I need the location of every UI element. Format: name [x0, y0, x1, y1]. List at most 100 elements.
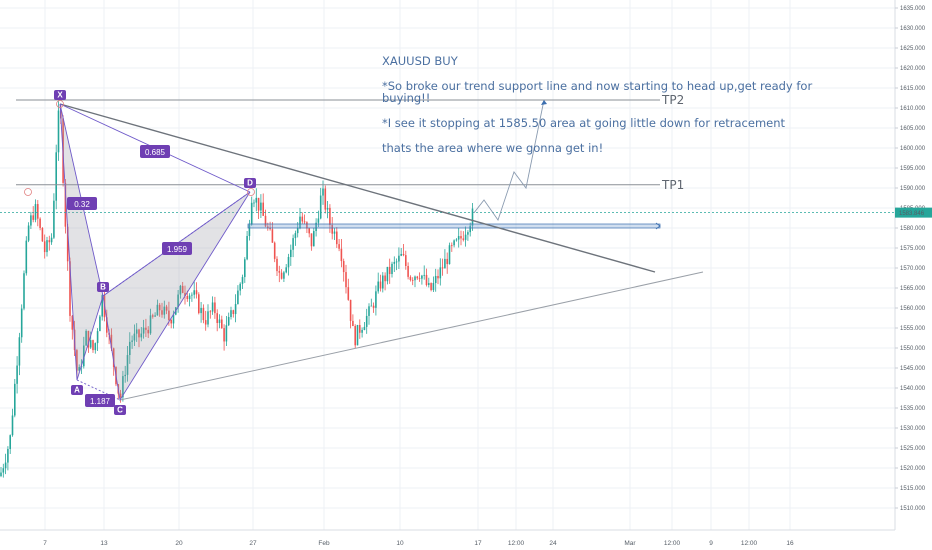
- price-tick-label: 1555.000: [900, 326, 926, 332]
- candle-body: [87, 330, 90, 348]
- candle-body: [425, 274, 428, 285]
- candle-body: [278, 271, 281, 273]
- candle-body: [260, 202, 262, 211]
- candle-body: [393, 261, 396, 264]
- candle-body: [262, 202, 264, 216]
- candle-body: [377, 281, 379, 292]
- candle-body: [71, 315, 74, 330]
- candle-body: [83, 345, 85, 367]
- projected-arrow-head: [541, 100, 547, 105]
- marker-circle: [247, 188, 255, 196]
- time-tick-label: 13: [100, 540, 108, 547]
- candle-body: [303, 221, 306, 223]
- candle-body: [186, 295, 189, 300]
- candle-body: [294, 233, 297, 239]
- drawings[interactable]: TP2 TP1 X A B C D 0.685 0.32 1.959 1.187: [0, 90, 895, 415]
- candle-body: [244, 259, 246, 278]
- ratio-badge: [140, 145, 170, 158]
- candle-body: [439, 267, 442, 279]
- candle-body: [428, 283, 430, 285]
- point-label-x: X: [57, 91, 63, 100]
- candle-body: [39, 218, 41, 228]
- candle-body: [356, 325, 359, 346]
- candle-body: [375, 291, 377, 308]
- candle-body: [223, 328, 225, 342]
- price-tick-label: 1545.000: [900, 366, 926, 372]
- candle-body: [317, 218, 320, 223]
- price-tick-label: 1605.000: [900, 126, 926, 132]
- candle-body: [301, 216, 304, 222]
- candle-body: [365, 315, 368, 327]
- candle-body: [92, 340, 94, 351]
- candle-body: [345, 272, 347, 288]
- candle-body: [177, 294, 179, 308]
- point-badge-b: [97, 282, 109, 292]
- price-tick-label: 1565.000: [900, 286, 926, 292]
- time-tick-label: Feb: [318, 540, 330, 547]
- candle-body: [290, 249, 292, 257]
- candle-body: [50, 237, 53, 243]
- candle-body: [411, 279, 414, 281]
- ratio-badge: [85, 394, 115, 407]
- candle-body: [285, 267, 287, 273]
- candle-body: [361, 329, 363, 333]
- candle-body: [322, 188, 324, 196]
- candle-body: [448, 245, 451, 265]
- candle-body: [131, 340, 133, 342]
- candle-body: [329, 207, 331, 225]
- candle-body: [129, 341, 131, 356]
- candle-body: [211, 302, 214, 312]
- candle-body: [66, 226, 69, 262]
- candle-body: [239, 283, 241, 291]
- candle-body: [48, 240, 51, 243]
- point-badge-c: [114, 405, 126, 415]
- point-label-b: B: [100, 283, 106, 292]
- candle-body: [416, 276, 419, 279]
- candle-body: [299, 216, 301, 229]
- candle-body: [234, 304, 237, 315]
- candle-body: [181, 285, 184, 293]
- annotation-line-2: *So broke our trend support line and now…: [382, 78, 813, 105]
- price-axis[interactable]: 1635.000 1630.000 1625.000 1620.000 1615.000…: [894, 0, 932, 550]
- annotation-line-3: *I see it stopping at 1585.50 area at go…: [382, 116, 786, 130]
- trade-annotation[interactable]: XAUUSD BUY *So broke our trend support l…: [382, 42, 842, 167]
- candle-body: [69, 261, 71, 316]
- marker-circle: [56, 100, 64, 108]
- candle-body: [193, 290, 195, 295]
- time-axis[interactable]: 7 13 20 27 Feb 10 17 12:00 24 Mar 12:00 9 12:00 16: [0, 529, 895, 547]
- price-tick-label: 1520.000: [900, 466, 926, 472]
- ratio-label: 1.187: [90, 397, 111, 406]
- candle-body: [96, 331, 99, 344]
- candle-body: [147, 329, 149, 334]
- candle-body: [331, 224, 333, 234]
- pattern-bcd: [102, 191, 251, 402]
- candle-body: [462, 238, 465, 240]
- candle-body: [306, 222, 308, 229]
- candle-body: [250, 202, 253, 225]
- point-badge-d: [244, 178, 256, 188]
- candle-body: [106, 317, 108, 333]
- candle-body: [407, 265, 409, 277]
- candle-body: [20, 308, 23, 338]
- candle-body: [198, 294, 200, 314]
- candle-body: [430, 283, 432, 291]
- ratio-badge: [67, 197, 97, 210]
- price-tick-label: 1510.000: [900, 506, 926, 512]
- candle-body: [230, 310, 232, 318]
- candle-body: [264, 215, 267, 227]
- candle-body: [163, 306, 166, 315]
- candle-body: [382, 275, 384, 289]
- price-tick-label: 1625.000: [900, 46, 926, 52]
- candle-body: [451, 245, 453, 247]
- candle-body: [308, 228, 310, 234]
- candle-body: [296, 228, 299, 234]
- candle-body: [214, 302, 216, 314]
- pattern-xab: [59, 103, 104, 381]
- candle-body: [216, 313, 218, 323]
- candle-body: [135, 329, 138, 334]
- candle-body: [421, 275, 423, 279]
- price-tick-label: 1590.000: [900, 186, 926, 192]
- trendline-support: [119, 271, 704, 401]
- ratio-label: 0.685: [145, 148, 166, 157]
